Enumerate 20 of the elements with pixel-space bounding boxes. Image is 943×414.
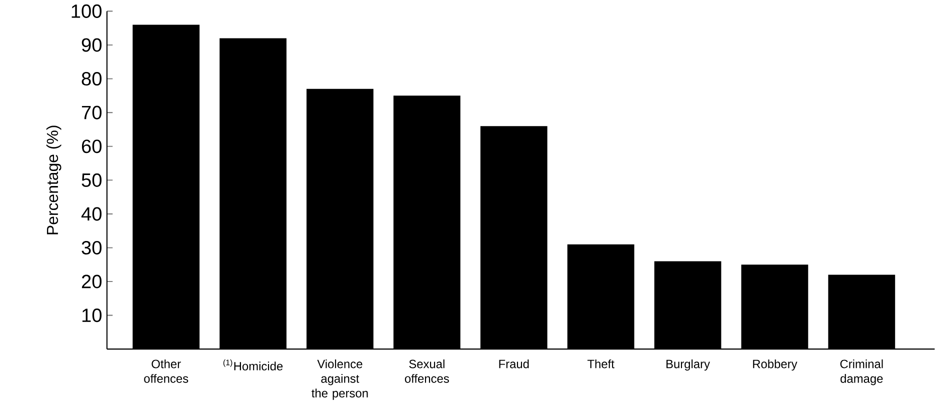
y-tick-label: 30	[82, 240, 102, 254]
y-tick-label: 10	[82, 308, 102, 322]
y-tick-label: 80	[82, 72, 102, 86]
y-tick-label: 60	[82, 140, 102, 154]
x-tick-label: Robbery	[753, 359, 798, 371]
x-tick-label: Fraud	[499, 359, 529, 368]
y-tick-label: 70	[82, 106, 102, 120]
y-tick-label: 100	[72, 4, 102, 18]
y-tick-label: 50	[82, 173, 102, 187]
y-tick-label: 20	[82, 274, 102, 288]
x-tick-label: Sexual offences	[404, 359, 449, 383]
x-tick-label: Violence against the person	[312, 359, 368, 400]
y-tick-label: 40	[81, 207, 102, 221]
y-tick-label: 90	[82, 38, 102, 52]
y-axis-title: Percentage (%)	[46, 126, 62, 234]
x-tick-label: Other offences	[144, 359, 188, 383]
x-tick-label: Criminal damage	[840, 359, 883, 386]
x-tick-label: $^{(1)}$Homicide	[223, 359, 283, 370]
x-tick-label: Theft	[587, 359, 614, 368]
x-tick-label: Burglary	[666, 359, 710, 371]
